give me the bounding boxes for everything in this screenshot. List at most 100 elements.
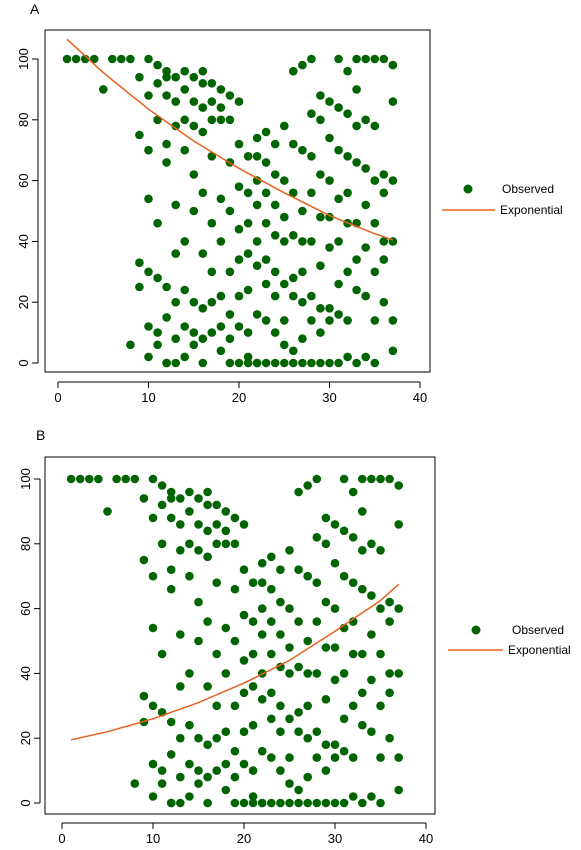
observed-point xyxy=(230,798,240,808)
y-tick-label: 100 xyxy=(16,48,31,70)
observed-point xyxy=(270,328,280,337)
observed-point xyxy=(267,714,276,724)
observed-point xyxy=(294,662,303,672)
observed-point xyxy=(267,617,276,626)
observed-point xyxy=(334,54,343,64)
observed-point xyxy=(230,746,240,756)
observed-point xyxy=(343,316,352,325)
observed-point xyxy=(379,170,389,179)
observed-point xyxy=(171,297,180,307)
observed-point xyxy=(221,507,231,516)
observed-point xyxy=(166,494,176,503)
observed-point xyxy=(339,746,349,756)
observed-point xyxy=(307,54,316,64)
observed-point xyxy=(230,539,240,549)
observed-point xyxy=(334,279,343,289)
observed-point xyxy=(267,584,276,594)
observed-point xyxy=(194,766,203,775)
observed-point xyxy=(285,779,294,788)
observed-point xyxy=(176,682,185,691)
observed-point xyxy=(162,158,171,167)
observed-point xyxy=(230,636,240,646)
exponential-curve xyxy=(66,38,394,241)
observed-point xyxy=(352,121,361,131)
observed-point xyxy=(358,507,367,516)
observed-point xyxy=(321,695,331,704)
panel-a: A 0 10 20 30 40 0 20 40 60 80 100 Observed Expone… xyxy=(16,1,563,405)
observed-point xyxy=(361,243,371,252)
observed-point xyxy=(388,346,398,356)
observed-point xyxy=(248,798,258,808)
observed-point xyxy=(257,578,267,587)
observed-point xyxy=(325,133,334,143)
observed-point xyxy=(321,539,331,549)
observed-point xyxy=(180,85,189,94)
observed-point xyxy=(339,669,349,678)
observed-point xyxy=(285,798,294,808)
observed-point xyxy=(203,526,212,536)
observed-point xyxy=(358,720,367,730)
observed-point xyxy=(376,474,385,484)
observed-point xyxy=(162,358,171,368)
observed-point xyxy=(367,792,376,801)
observed-point xyxy=(189,121,199,131)
observed-point xyxy=(148,513,158,523)
observed-point xyxy=(312,533,322,542)
observed-point xyxy=(376,798,385,808)
observed-point xyxy=(243,188,253,198)
observed-point xyxy=(121,474,130,484)
observed-point xyxy=(189,328,199,337)
observed-point xyxy=(394,669,404,678)
observed-point xyxy=(339,571,349,581)
observed-point xyxy=(352,285,361,295)
observed-point xyxy=(321,513,331,523)
observed-point xyxy=(370,176,380,185)
observed-point xyxy=(148,701,158,711)
observed-point xyxy=(194,520,203,529)
observed-point xyxy=(261,127,271,137)
observed-point xyxy=(153,60,162,70)
observed-point xyxy=(212,701,221,711)
observed-point xyxy=(276,662,285,672)
observed-point xyxy=(267,688,276,698)
observed-point xyxy=(385,669,394,678)
observed-point xyxy=(280,279,289,289)
x-tick-label: 20 xyxy=(232,390,246,405)
observed-point xyxy=(194,779,203,788)
observed-point xyxy=(280,176,289,185)
observed-point xyxy=(203,487,212,497)
observed-point xyxy=(394,785,404,795)
observed-point xyxy=(385,617,394,626)
observed-point xyxy=(334,358,343,368)
observed-point xyxy=(316,115,325,125)
observed-point xyxy=(348,578,358,587)
observed-point xyxy=(198,188,208,198)
observed-point xyxy=(212,733,221,743)
observed-point xyxy=(189,170,199,179)
observed-point xyxy=(376,649,385,659)
observed-point xyxy=(207,115,217,125)
observed-point xyxy=(294,487,303,497)
observed-point xyxy=(239,565,249,574)
observed-point xyxy=(270,291,280,301)
observed-point xyxy=(248,649,258,659)
observed-point xyxy=(376,546,385,555)
observed-point xyxy=(261,255,271,264)
observed-point xyxy=(194,546,203,555)
observed-point xyxy=(358,798,367,808)
observed-point xyxy=(358,649,367,659)
observed-point xyxy=(370,316,380,325)
observed-point xyxy=(243,285,253,295)
observed-point xyxy=(203,772,212,782)
observed-point xyxy=(252,310,262,319)
observed-point xyxy=(144,267,153,277)
observed-point xyxy=(312,798,322,808)
observed-point xyxy=(334,237,343,246)
observed-point xyxy=(234,291,244,301)
observed-point xyxy=(162,313,171,322)
observed-point xyxy=(285,643,294,652)
observed-point xyxy=(216,237,226,246)
observed-point xyxy=(270,231,280,240)
observed-point xyxy=(185,571,194,581)
observed-point xyxy=(352,85,361,94)
